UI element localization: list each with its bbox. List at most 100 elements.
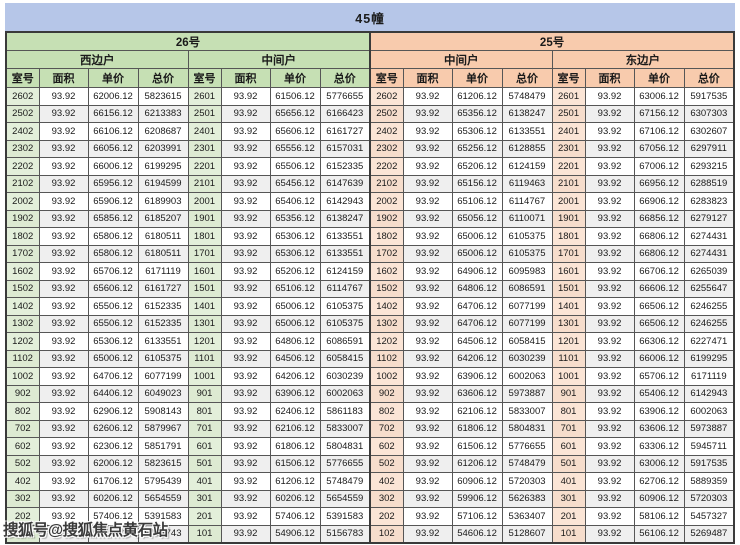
unit-price-cell: 66806.12: [633, 244, 685, 263]
unit-price-cell: 64406.12: [87, 384, 139, 403]
room-cell: 2201: [551, 157, 586, 176]
total-price-cell: 6110071: [501, 209, 553, 228]
total-price-cell: 6255647: [683, 279, 735, 298]
room-cell: 2301: [551, 139, 586, 158]
room-cell: 2201: [187, 157, 222, 176]
total-price-cell: 6077199: [501, 297, 553, 316]
room-cell: 1401: [187, 297, 222, 316]
total-price-cell: 6246255: [683, 297, 735, 316]
building-header-row: 26号 25号: [5, 31, 735, 51]
total-price-cell: 5861183: [319, 402, 371, 421]
room-cell: 1302: [5, 314, 40, 333]
total-price-cell: 5823615: [137, 454, 189, 473]
unit-price-cell: 65106.12: [269, 279, 321, 298]
area-cell: 93.92: [584, 402, 635, 421]
unit-price-cell: 65306.12: [87, 332, 139, 351]
area-cell: 93.92: [402, 122, 453, 141]
room-cell: 1402: [369, 297, 404, 316]
total-price-cell: 6002063: [683, 402, 735, 421]
table-row: 1802 93.92 65806.12 6180511 1801 93.92 65306.1…: [5, 227, 735, 246]
area-cell: 93.92: [584, 104, 635, 123]
area-cell: 93.92: [402, 174, 453, 193]
total-price-cell: 6128855: [501, 139, 553, 158]
room-cell: 602: [369, 437, 404, 456]
building-25-header: 25号: [369, 31, 735, 51]
area-cell: 93.92: [38, 139, 89, 158]
total-price-cell: 6152335: [319, 157, 371, 176]
area-cell: 93.92: [38, 489, 89, 508]
total-price-cell: 6105375: [319, 297, 371, 316]
unit-price-cell: 66806.12: [633, 227, 685, 246]
area-cell: 93.92: [38, 174, 89, 193]
unit-price-cell: 61206.12: [269, 472, 321, 491]
column-header-row: 室号 面积 单价 总价 室号 面积 单价 总价 室号 面积 单价 总价 室号 面积 单价 总价: [5, 68, 735, 88]
room-cell: 1902: [5, 209, 40, 228]
unit-price-cell: 65006.12: [269, 297, 321, 316]
room-cell: 1502: [5, 279, 40, 298]
unit-header-row: 西边户 中间户 中间户 东边户: [5, 50, 735, 69]
unit-price-cell: 65256.12: [451, 139, 503, 158]
area-cell: 93.92: [38, 104, 89, 123]
unit-header-west: 西边户: [5, 50, 189, 69]
area-cell: 93.92: [220, 279, 271, 298]
room-cell: 202: [369, 507, 404, 526]
table-row: 1702 93.92 65806.12 6180511 1701 93.92 65306.1…: [5, 244, 735, 263]
table-row: 802 93.92 62906.12 5908143 801 93.92 62406.12 5…: [5, 402, 735, 421]
price-table-body: 2602 93.92 62006.12 5823615 2601 93.92 61506.1…: [5, 87, 735, 544]
room-cell: 1102: [369, 349, 404, 368]
area-cell: 93.92: [402, 139, 453, 158]
unit-price-cell: 57106.12: [451, 507, 503, 526]
total-price-cell: 6203991: [137, 139, 189, 158]
total-price-cell: 5269487: [683, 524, 735, 544]
area-cell: 93.92: [584, 87, 635, 106]
room-cell: 702: [369, 419, 404, 438]
room-cell: 301: [187, 489, 222, 508]
unit-price-cell: 66506.12: [633, 297, 685, 316]
area-cell: 93.92: [220, 437, 271, 456]
total-price-cell: 5776655: [319, 454, 371, 473]
room-cell: 1502: [369, 279, 404, 298]
area-cell: 93.92: [220, 157, 271, 176]
unit-price-cell: 62406.12: [269, 402, 321, 421]
table-row: 102 93.92 55406.12 5203743 101 93.92 54906.12 5…: [5, 524, 735, 544]
unit-price-cell: 61806.12: [451, 419, 503, 438]
unit-price-cell: 54906.12: [269, 524, 321, 544]
room-cell: 501: [187, 454, 222, 473]
area-cell: 93.92: [402, 297, 453, 316]
building-title: 45幢: [5, 3, 735, 31]
area-cell: 93.92: [38, 524, 89, 544]
col-header-total-price: 总价: [683, 68, 735, 88]
area-cell: 93.92: [584, 367, 635, 386]
col-header-room: 室号: [5, 68, 40, 88]
total-price-cell: 6133551: [319, 244, 371, 263]
room-cell: 1901: [551, 209, 586, 228]
area-cell: 93.92: [38, 244, 89, 263]
room-cell: 1701: [551, 244, 586, 263]
room-cell: 401: [187, 472, 222, 491]
room-cell: 102: [369, 524, 404, 544]
unit-price-cell: 65706.12: [87, 262, 139, 281]
total-price-cell: 5748479: [501, 454, 553, 473]
unit-price-cell: 67006.12: [633, 157, 685, 176]
unit-price-cell: 59906.12: [451, 489, 503, 508]
area-cell: 93.92: [220, 507, 271, 526]
unit-price-cell: 65456.12: [269, 174, 321, 193]
room-cell: 1302: [369, 314, 404, 333]
table-row: 2002 93.92 65906.12 6189903 2001 93.92 65406.1…: [5, 192, 735, 211]
unit-price-cell: 67156.12: [633, 104, 685, 123]
area-cell: 93.92: [402, 332, 453, 351]
total-price-cell: 5203743: [137, 524, 189, 544]
unit-price-cell: 65856.12: [87, 209, 139, 228]
area-cell: 93.92: [584, 227, 635, 246]
room-cell: 1301: [187, 314, 222, 333]
area-cell: 93.92: [402, 227, 453, 246]
total-price-cell: 6180511: [137, 244, 189, 263]
total-price-cell: 6199295: [137, 157, 189, 176]
unit-header-middle-26: 中间户: [187, 50, 371, 69]
unit-price-cell: 64906.12: [451, 262, 503, 281]
room-cell: 1101: [551, 349, 586, 368]
room-cell: 1801: [187, 227, 222, 246]
unit-price-cell: 66006.12: [633, 349, 685, 368]
unit-price-cell: 61806.12: [269, 437, 321, 456]
area-cell: 93.92: [584, 297, 635, 316]
